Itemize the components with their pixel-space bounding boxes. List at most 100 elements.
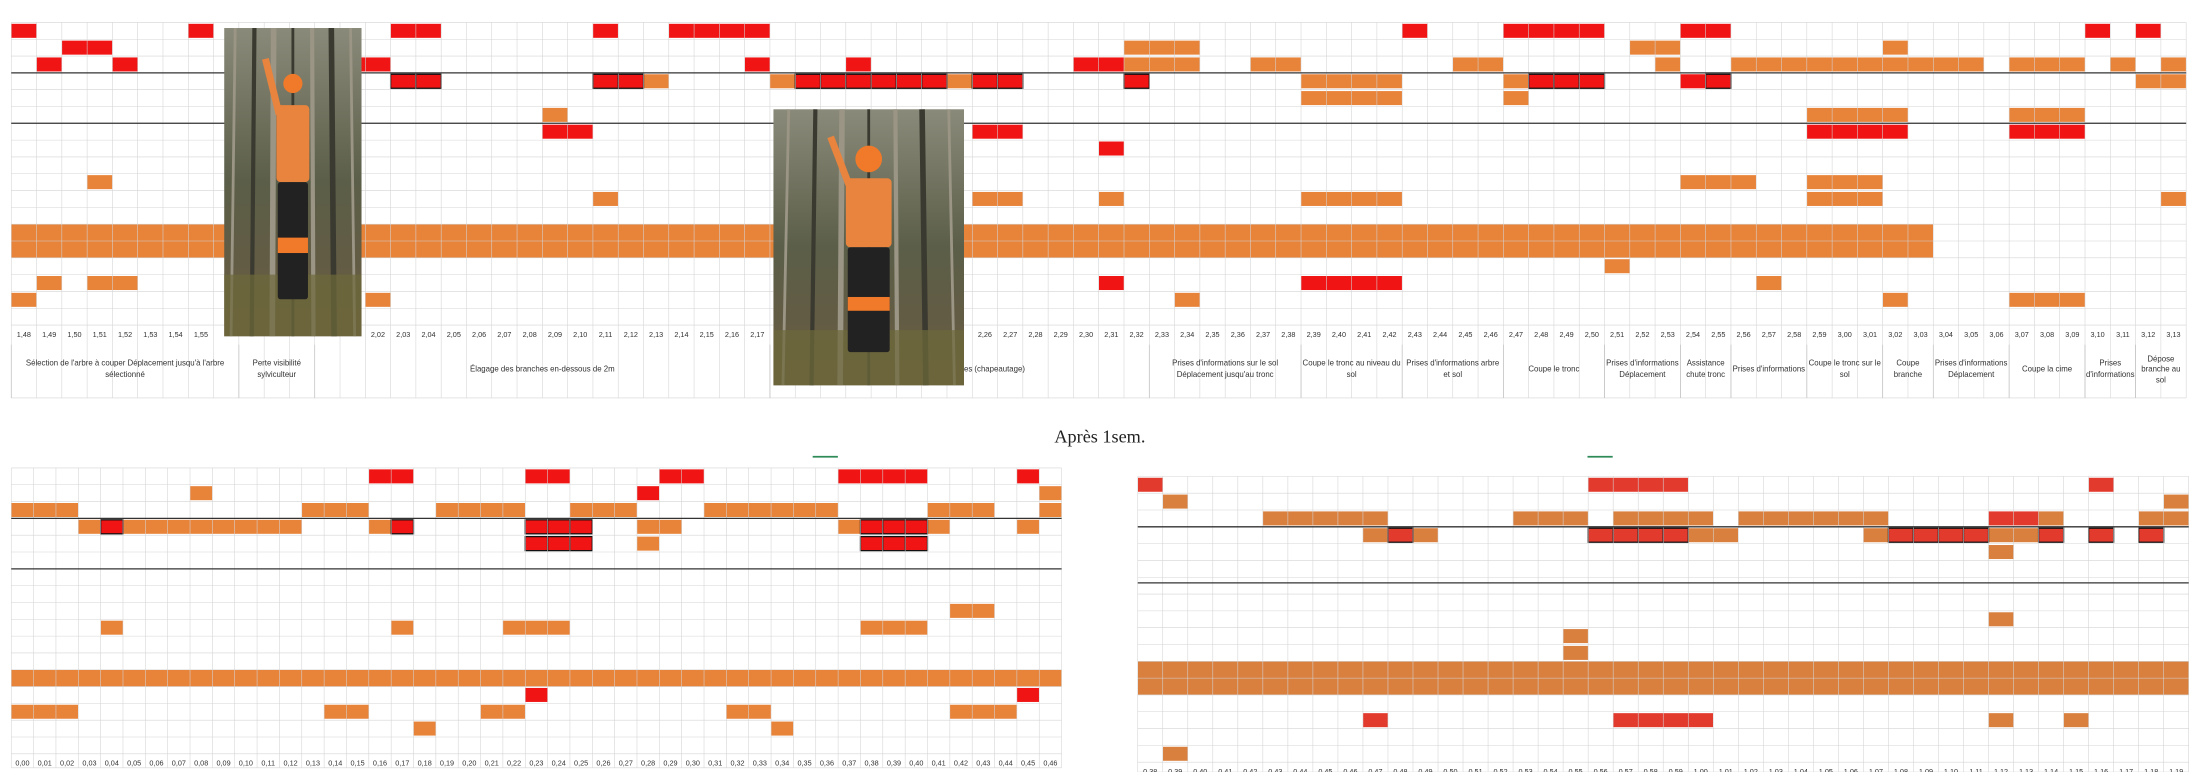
- cell: [2088, 477, 2114, 492]
- phase-label: Coupe la cime: [2021, 365, 2073, 375]
- time-label: 0,42: [954, 759, 968, 768]
- time-label: 0,35: [798, 759, 812, 768]
- time-label: 0,09: [216, 759, 230, 768]
- time-label: 0,34: [775, 759, 789, 768]
- cell-boxed: [1662, 527, 1689, 543]
- time-label: 3,10: [2091, 330, 2105, 339]
- cell-boxed: [546, 535, 571, 552]
- cell-boxed: [859, 519, 884, 535]
- time-label: 2,50: [1585, 330, 1599, 339]
- time-label: 2,26: [978, 330, 992, 339]
- time-label: 1,04: [1794, 767, 1808, 772]
- cell-boxed: [1587, 527, 1614, 543]
- cell: [11, 292, 37, 307]
- cell-boxed: [1912, 527, 1940, 543]
- cell: [1016, 519, 1040, 534]
- time-label: 2,37: [1256, 330, 1270, 339]
- time-label: 0,47: [1368, 767, 1382, 772]
- time-label: 0,22: [507, 759, 521, 768]
- cell: [1503, 74, 1529, 89]
- time-label: 0,04: [105, 759, 119, 768]
- phase-label: Prises d'informations sur le sol Déplace…: [1172, 360, 1279, 380]
- cell: [592, 23, 619, 38]
- phase-label: Assistance chute tronc: [1686, 360, 1726, 380]
- cell: [391, 620, 414, 635]
- cell: [2110, 57, 2136, 72]
- time-label: 0,01: [38, 759, 52, 768]
- cell: [112, 57, 138, 72]
- time-label: 2,51: [1610, 330, 1624, 339]
- time-label: 0,57: [1619, 767, 1633, 772]
- cell: [301, 502, 369, 518]
- phase-label: Dépose branche au sol: [2141, 355, 2181, 385]
- cell-boxed: [1612, 527, 1639, 543]
- time-label: 2,11: [599, 330, 613, 339]
- cell-boxed: [1123, 73, 1150, 89]
- time-label: 0,39: [1168, 767, 1182, 772]
- cell: [1039, 502, 1062, 518]
- time-label: 2,08: [523, 330, 537, 339]
- time-label: 0,55: [1569, 767, 1583, 772]
- time-label: 2,12: [624, 330, 638, 339]
- time-label: 0,20: [462, 759, 476, 768]
- time-label: 2,42: [1382, 330, 1396, 339]
- cell: [771, 721, 794, 736]
- cell-boxed: [617, 73, 645, 89]
- time-label: 2,27: [1003, 330, 1017, 339]
- time-label: 0,43: [1268, 767, 1282, 772]
- time-label: 2,54: [1686, 330, 1700, 339]
- cell: [11, 502, 79, 518]
- cell: [1680, 175, 1757, 190]
- cell: [1806, 107, 1883, 122]
- cell: [1162, 494, 1188, 509]
- cell: [87, 175, 113, 190]
- time-label: 0,32: [730, 759, 744, 768]
- cell: [1882, 292, 1908, 307]
- time-label: 0,12: [284, 759, 298, 768]
- bottom-left-grid: 0,00 0,01 0,02 0,03 0,04 0,05 0,06 0,07 0,08 0,09…: [10, 467, 1062, 769]
- cell: [36, 57, 62, 72]
- time-label: 2,28: [1028, 330, 1042, 339]
- cell: [1137, 477, 1163, 492]
- time-label: 0,37: [842, 759, 856, 768]
- time-label: 1,14: [2044, 767, 2058, 772]
- cell: [190, 486, 213, 501]
- time-label: 1,19: [2169, 767, 2183, 772]
- time-label: 2,15: [700, 330, 714, 339]
- cell: [2038, 511, 2064, 526]
- phase-label: Sélection de l'arbre à couper Déplacemen…: [25, 360, 225, 380]
- time-label: 0,56: [1594, 767, 1608, 772]
- time-label: 2,05: [447, 330, 461, 339]
- cell: [368, 519, 392, 534]
- time-label: 0,05: [127, 759, 141, 768]
- cell-boxed: [1705, 73, 1732, 89]
- helmet: [283, 73, 303, 94]
- cell: [1098, 141, 1124, 156]
- time-label: 2,36: [1231, 330, 1245, 339]
- time-label: 0,13: [306, 759, 320, 768]
- cell: [1756, 276, 1782, 291]
- cell: [1503, 91, 1529, 106]
- cell-boxed: [895, 73, 923, 89]
- cell: [614, 502, 637, 518]
- phase-cell: Dépose branche au sol: [2141, 355, 2181, 385]
- time-label: 0,38: [865, 759, 879, 768]
- time-label: 3,08: [2040, 330, 2054, 339]
- time-label: 1,12: [1994, 767, 2008, 772]
- time-label: 3,12: [2141, 330, 2155, 339]
- cell: [949, 704, 1017, 719]
- time-label: 0,17: [395, 759, 409, 768]
- cell-boxed: [415, 73, 442, 89]
- cell-boxed: [904, 535, 929, 552]
- phase-cell: Prises d'informations: [2086, 361, 2135, 380]
- time-label: 0,48: [1393, 767, 1407, 772]
- cell-boxed: [1887, 527, 1915, 543]
- cell-boxed: [819, 73, 847, 89]
- cell: [1098, 276, 1124, 291]
- cell: [744, 57, 770, 72]
- time-label: 0,58: [1644, 767, 1658, 772]
- cell: [1262, 511, 1388, 526]
- cell-boxed: [904, 519, 929, 535]
- cell: [100, 620, 123, 635]
